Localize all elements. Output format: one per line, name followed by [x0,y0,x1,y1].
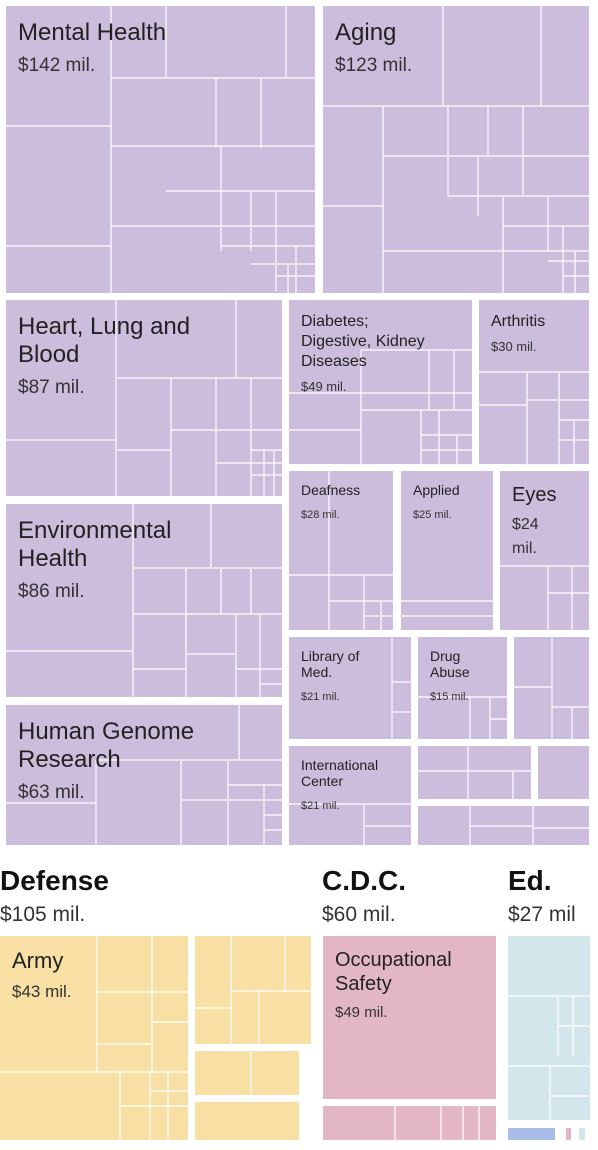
block-label-environmental-health: Environmental Health [18,517,171,572]
block-label-eyes: Eyes [512,484,556,506]
agency-name-cdc: C.D.C. [322,865,406,896]
treemap-block-army[interactable]: Army $43 mil. [0,936,188,1140]
treemap-block-human-genome[interactable]: Human Genome Research $63 mil. [6,705,282,845]
treemap-block-arthritis[interactable]: Arthritis $30 mil. [479,300,589,464]
agency-group-nih: Mental Health $142 mil. Aging $123 mil. Hear… [6,6,589,845]
block-rect-international-center [289,746,411,845]
block-rect-library-of-med [289,637,411,739]
treemap-block-cdc-other-1[interactable] [323,1106,496,1140]
ed-accent-block-3 [579,1128,585,1140]
agency-total-ed: $27 mil [508,903,576,926]
block-value-arthritis: $30 mil. [491,339,537,354]
agency-name-defense: Defense [0,865,109,896]
block-value-deafness: $28 mil. [301,509,340,521]
treemap-block-defense-other-1[interactable] [195,936,311,1044]
treemap-block-diabetes[interactable]: Diabetes; Digestive, Kidney Diseases $49 mi… [289,300,472,464]
block-label-international-center: International Center [301,757,378,789]
treemap-block-nih-other-2[interactable] [418,746,531,799]
block-value-heart-lung-blood: $87 mil. [18,377,85,398]
block-label-heart-lung-blood: Heart, Lung and Blood [18,313,190,368]
block-value-diabetes: $49 mil. [301,379,347,394]
agency-group-ed [508,936,590,1120]
treemap-block-deafness[interactable]: Deafness $28 mil. [289,471,393,630]
block-rect-ed-other-1 [508,936,590,1120]
block-label-deafness: Deafness [301,482,360,498]
block-rect-defense-other-1 [195,936,311,1044]
treemap-block-drug-abuse[interactable]: Drug Abuse $15 mil. [418,637,507,739]
block-rect-deafness [289,471,393,630]
treemap-block-nih-other-3[interactable] [538,746,589,799]
block-label-drug-abuse: Drug Abuse [430,648,470,680]
block-value-drug-abuse: $15 mil. [430,691,469,703]
block-rect-nih-other-3 [538,746,589,799]
block-label-library-of-med: Library of Med. [301,648,359,680]
treemap-block-ed-other-1[interactable] [508,936,590,1120]
block-rect-drug-abuse [418,637,507,739]
treemap-block-applied[interactable]: Applied $25 mil. [401,471,493,630]
block-rect-applied [401,471,493,630]
block-rect-nih-other-2 [418,746,531,799]
block-rect-arthritis [479,300,589,464]
block-label-occupational-safety: Occupational Safety [335,949,452,995]
agency-header-ed: Ed. $27 mil [508,865,576,926]
block-rect-defense-other-3 [195,1102,299,1140]
block-value-eyes: $24 mil. [512,516,539,557]
block-rect-cdc-other-1 [323,1106,496,1140]
block-value-library-of-med: $21 mil. [301,691,340,703]
agency-group-defense: Army $43 mil. [0,936,311,1140]
block-value-occupational-safety: $49 mil. [335,1004,388,1021]
treemap-block-nih-other-4[interactable] [418,806,589,845]
agency-header-defense: Defense $105 mil. [0,865,109,926]
block-value-environmental-health: $86 mil. [18,581,85,602]
block-value-human-genome: $63 mil. [18,782,85,803]
treemap-block-aging[interactable]: Aging $123 mil. [323,6,589,293]
agency-name-ed: Ed. [508,865,552,896]
block-rect-defense-other-2 [195,1051,299,1095]
block-rect-human-genome [6,705,282,845]
ed-accent-block-2 [566,1128,571,1140]
block-label-aging: Aging [335,19,396,46]
block-rect-aging [323,6,589,293]
block-label-applied: Applied [413,482,460,498]
treemap-block-environmental-health[interactable]: Environmental Health $86 mil. [6,504,282,697]
block-label-army: Army [12,948,63,973]
block-label-diabetes: Diabetes; Digestive, Kidney Diseases [301,313,425,370]
treemap-block-international-center[interactable]: International Center $21 mil. [289,746,411,845]
agency-total-cdc: $60 mil. [322,903,396,926]
treemap-block-library-of-med[interactable]: Library of Med. $21 mil. [289,637,411,739]
block-label-mental-health: Mental Health [18,19,166,46]
treemap-block-defense-other-3[interactable] [195,1102,299,1140]
block-label-human-genome: Human Genome Research [18,718,194,773]
block-rect-diabetes [289,300,472,464]
block-value-army: $43 mil. [12,982,72,1001]
treemap-block-occupational-safety[interactable]: Occupational Safety $49 mil. [323,936,496,1099]
ed-accent-block [508,1128,555,1140]
block-value-applied: $25 mil. [413,509,452,521]
treemap-block-mental-health[interactable]: Mental Health $142 mil. [6,6,315,293]
agency-header-cdc: C.D.C. $60 mil. [322,865,406,926]
treemap-block-eyes[interactable]: Eyes $24 mil. [500,471,589,630]
treemap-block-nih-other-1[interactable] [514,637,589,739]
block-rect-eyes [500,471,589,630]
treemap-block-defense-other-2[interactable] [195,1051,299,1095]
agency-total-defense: $105 mil. [0,903,85,926]
block-value-international-center: $21 mil. [301,800,340,812]
block-rect-occupational-safety [323,936,496,1099]
treemap-block-heart-lung-blood[interactable]: Heart, Lung and Blood $87 mil. [6,300,282,496]
block-value-aging: $123 mil. [335,55,412,76]
block-value-mental-health: $142 mil. [18,55,95,76]
agency-group-cdc: Occupational Safety $49 mil. [323,936,496,1140]
block-rect-mental-health [6,6,315,293]
block-label-arthritis: Arthritis [491,313,545,330]
